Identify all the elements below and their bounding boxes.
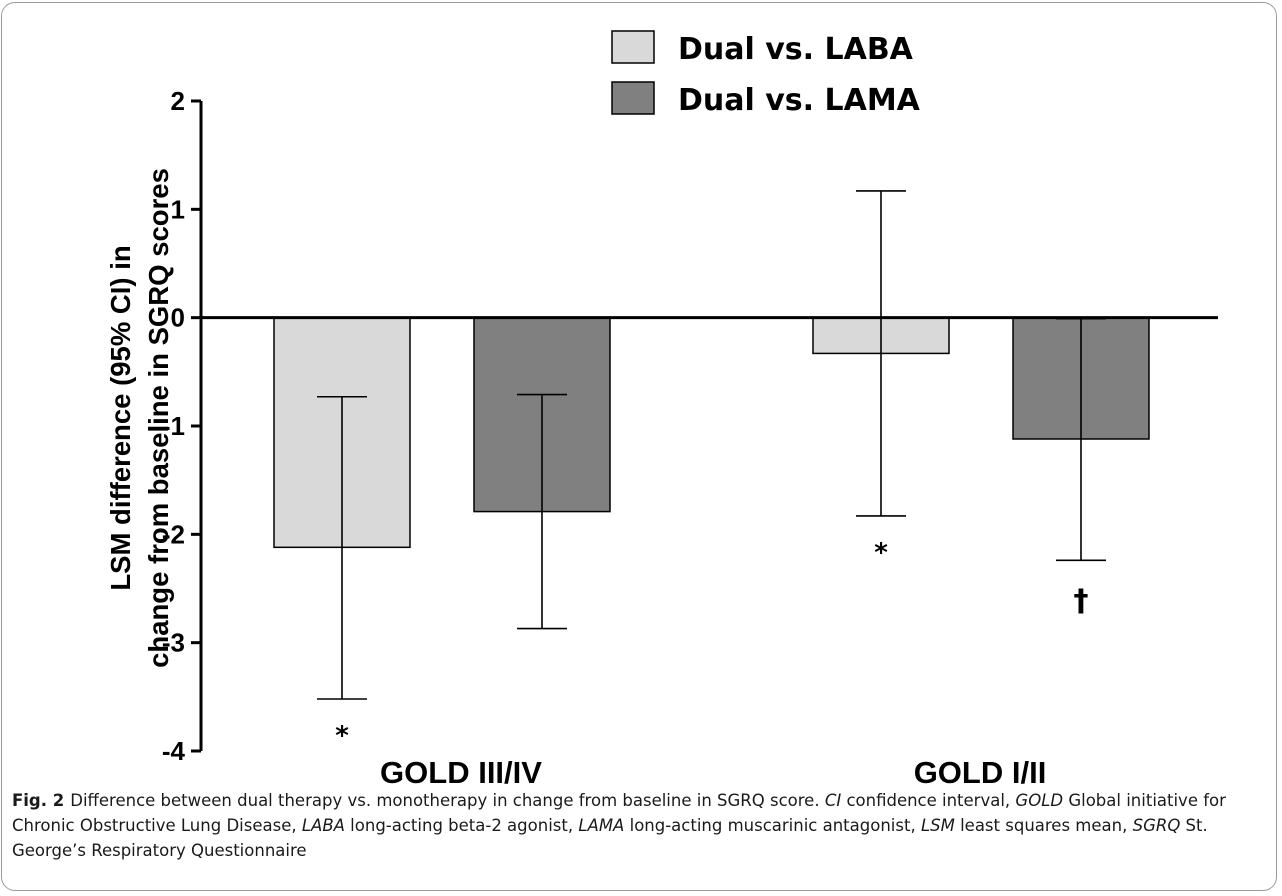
caption-segment: confidence interval, bbox=[841, 791, 1016, 810]
x-category-label: GOLD III/IV bbox=[380, 755, 542, 790]
legend-label: Dual vs. LABA bbox=[678, 32, 914, 67]
significance-marker: † bbox=[1074, 583, 1089, 618]
y-tick-label: -4 bbox=[162, 736, 186, 766]
y-tick-label: -1 bbox=[162, 411, 185, 441]
y-tick-label: 0 bbox=[171, 303, 185, 333]
bar-chart: 2 1 0 -1 -2 -3 -4 * * † GOLD III/IV GOLD I/II LSM di… bbox=[105, 30, 1218, 790]
caption-abbreviation: LAMA bbox=[578, 816, 625, 835]
caption-segment: Global initiative for Chronic Obstructiv… bbox=[12, 791, 1226, 835]
y-tick-label: 2 bbox=[171, 86, 185, 116]
y-tick-label: -3 bbox=[162, 628, 185, 658]
figure-caption: Fig. 2 Difference between dual therapy vs… bbox=[12, 788, 1270, 863]
significance-marker: * bbox=[874, 538, 888, 568]
figure-label: Fig. 2 bbox=[12, 791, 65, 810]
caption-segment: St. George’s Respiratory Questionnaire bbox=[12, 816, 1208, 860]
caption-abbreviation: SGRQ bbox=[1132, 816, 1181, 835]
y-tick-label: 1 bbox=[171, 194, 185, 224]
caption-abbreviation: LABA bbox=[301, 816, 345, 835]
significance-marker: * bbox=[335, 721, 349, 751]
caption-abbreviation: LSM bbox=[920, 816, 955, 835]
caption-segment: long-acting muscarinic antagonist, bbox=[624, 816, 921, 835]
caption-text: Difference between dual therapy vs. mono… bbox=[12, 791, 1226, 860]
caption-segment: long-acting beta-2 agonist, bbox=[344, 816, 579, 835]
legend-swatch bbox=[611, 30, 655, 64]
y-tick-label: -2 bbox=[162, 519, 185, 549]
y-axis-label: LSM difference (95% CI) in bbox=[105, 245, 136, 590]
caption-segment: Difference between dual therapy vs. mono… bbox=[70, 791, 825, 810]
y-axis-label: change from baseline in SGRQ scores bbox=[143, 168, 174, 668]
caption-abbreviation: GOLD bbox=[1015, 791, 1064, 810]
caption-segment: least squares mean, bbox=[954, 816, 1133, 835]
legend-swatch bbox=[611, 81, 655, 115]
caption-abbreviation: CI bbox=[824, 791, 842, 810]
x-category-label: GOLD I/II bbox=[914, 755, 1047, 790]
legend-label: Dual vs. LAMA bbox=[678, 83, 921, 118]
